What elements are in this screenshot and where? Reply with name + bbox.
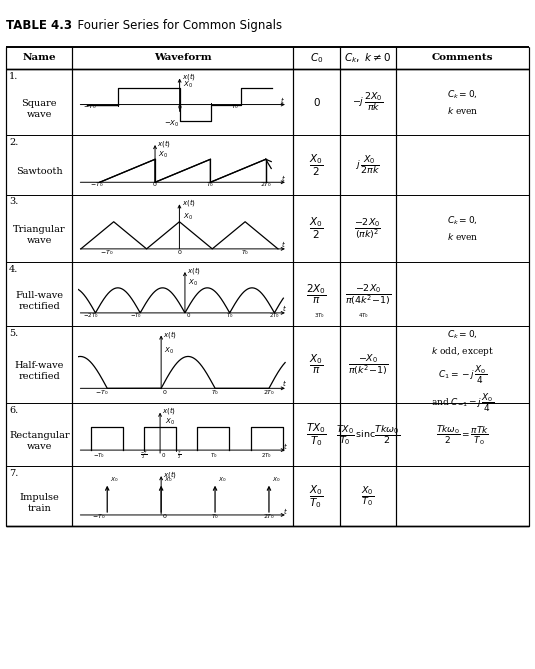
Text: $\dfrac{X_0}{2}$: $\dfrac{X_0}{2}$: [309, 153, 324, 177]
Text: $2T_0$: $2T_0$: [263, 388, 275, 397]
Text: $0$: $0$: [152, 181, 158, 189]
Text: $3T_0$: $3T_0$: [314, 311, 325, 320]
Text: Sawtooth: Sawtooth: [16, 167, 63, 176]
Text: $x(t)$: $x(t)$: [163, 329, 177, 340]
Text: $j\,\dfrac{X_0}{2\pi k}$: $j\,\dfrac{X_0}{2\pi k}$: [355, 154, 380, 176]
Text: $-T_0$: $-T_0$: [90, 181, 104, 189]
Text: Full-wave
rectified: Full-wave rectified: [16, 291, 63, 311]
Text: $x(t)$: $x(t)$: [163, 469, 177, 480]
Text: $X_0$: $X_0$: [184, 80, 193, 90]
Text: $\dfrac{X_0}{T_0}$: $\dfrac{X_0}{T_0}$: [309, 483, 324, 510]
Text: $X_0$: $X_0$: [184, 211, 193, 221]
Text: $\dfrac{-2X_0}{(\pi k)^2}$: $\dfrac{-2X_0}{(\pi k)^2}$: [354, 216, 381, 241]
Text: 5.: 5.: [9, 328, 18, 338]
Text: $X_0$: $X_0$: [110, 475, 119, 484]
Text: $\dfrac{TX_0}{T_0}\,\mathrm{sinc}\dfrac{Tk\omega_0}{2}$: $\dfrac{TX_0}{T_0}\,\mathrm{sinc}\dfrac{…: [336, 423, 400, 447]
Text: $\dfrac{TX_0}{T_0}$: $\dfrac{TX_0}{T_0}$: [306, 421, 327, 448]
Text: $-T_0$: $-T_0$: [93, 512, 106, 521]
Text: 1.: 1.: [9, 72, 19, 80]
Text: $t$: $t$: [282, 441, 287, 451]
Text: 3.: 3.: [9, 197, 19, 206]
Text: $C_k=0,$
$k$ odd, except
$C_1 = -j\,\dfrac{X_0}{4}$
and $C_{-1}=j\,\dfrac{X_0}{4: $C_k=0,$ $k$ odd, except $C_1 = -j\,\dfr…: [431, 328, 494, 413]
Text: $0$: $0$: [177, 248, 182, 256]
Text: $0$: $0$: [162, 512, 167, 520]
Text: $x(t)$: $x(t)$: [187, 265, 201, 276]
Text: $2T_0$: $2T_0$: [261, 452, 272, 460]
Text: $C_0$: $C_0$: [310, 51, 323, 65]
Text: $x(t)$: $x(t)$: [182, 197, 196, 209]
Text: $C_k,\ k\neq 0$: $C_k,\ k\neq 0$: [345, 51, 391, 65]
Text: Comments: Comments: [432, 54, 493, 62]
Text: $x(t)$: $x(t)$: [157, 138, 171, 149]
Text: $-T_0$: $-T_0$: [101, 248, 114, 257]
Text: Name: Name: [22, 54, 56, 62]
Text: $-T_0$: $-T_0$: [95, 388, 109, 397]
Text: $0$: $0$: [162, 388, 167, 396]
Text: $t$: $t$: [281, 173, 286, 183]
Text: $\dfrac{2X_0}{\pi}$: $\dfrac{2X_0}{\pi}$: [306, 282, 327, 306]
Text: $-X_0$: $-X_0$: [164, 119, 180, 130]
Text: Impulse
train: Impulse train: [19, 493, 59, 513]
Text: $X_0$: $X_0$: [164, 346, 174, 356]
Text: $T_0$: $T_0$: [226, 311, 233, 320]
Text: Fourier Series for Common Signals: Fourier Series for Common Signals: [70, 19, 281, 31]
Text: TABLE 4.3: TABLE 4.3: [6, 19, 72, 31]
Text: $T_0$: $T_0$: [211, 512, 219, 521]
Text: $0$: $0$: [161, 452, 166, 459]
Text: $t$: $t$: [280, 95, 285, 105]
Text: 4.: 4.: [9, 265, 19, 274]
Text: 7.: 7.: [9, 469, 19, 478]
Text: $\dfrac{X_0}{T_0}$: $\dfrac{X_0}{T_0}$: [361, 484, 374, 508]
Text: $t$: $t$: [283, 506, 288, 516]
Text: $-T_0$: $-T_0$: [129, 311, 142, 320]
Text: $X_0$: $X_0$: [158, 150, 169, 160]
Text: $-j\,\dfrac{2X_0}{\pi k}$: $-j\,\dfrac{2X_0}{\pi k}$: [352, 91, 384, 113]
Text: Rectangular
wave: Rectangular wave: [9, 432, 70, 452]
Text: $X_0$: $X_0$: [165, 417, 175, 427]
Text: Waveform: Waveform: [154, 54, 211, 62]
Text: Half-wave
rectified: Half-wave rectified: [14, 361, 64, 381]
Text: $X_0$: $X_0$: [164, 475, 173, 484]
Text: $\dfrac{X_0}{\pi}$: $\dfrac{X_0}{\pi}$: [309, 353, 324, 376]
Text: $X_0$: $X_0$: [272, 475, 281, 484]
Text: Triangular
wave: Triangular wave: [13, 225, 66, 246]
Text: $\frac{T}{2}$: $\frac{T}{2}$: [177, 450, 182, 461]
Text: $T_0$: $T_0$: [207, 181, 215, 189]
Text: $T_0$: $T_0$: [241, 248, 249, 257]
Text: $C_k = 0,$
$k$ even: $C_k = 0,$ $k$ even: [447, 215, 478, 242]
Text: $\dfrac{-2X_0}{\pi(4k^2\!-\!1)}$: $\dfrac{-2X_0}{\pi(4k^2\!-\!1)}$: [345, 282, 391, 306]
Text: $2T_0$: $2T_0$: [263, 512, 275, 521]
Text: $\frac{-T}{2}$: $\frac{-T}{2}$: [140, 450, 148, 461]
Text: $-T_0$: $-T_0$: [83, 102, 97, 112]
Text: $T_0$: $T_0$: [211, 388, 219, 397]
Text: $0$: $0$: [177, 102, 182, 110]
Text: $C_k = 0,$
$k$ even: $C_k = 0,$ $k$ even: [447, 88, 478, 116]
Text: $T_0$: $T_0$: [231, 102, 239, 112]
Text: $\dfrac{Tk\omega_0}{2} = \dfrac{\pi Tk}{T_0}$: $\dfrac{Tk\omega_0}{2} = \dfrac{\pi Tk}{…: [435, 423, 489, 447]
Text: $-T_0$: $-T_0$: [93, 452, 105, 460]
Text: $x(t)$: $x(t)$: [182, 70, 196, 82]
Text: 6.: 6.: [9, 405, 18, 415]
Text: $4T_0$: $4T_0$: [358, 311, 370, 320]
Text: $\dfrac{X_0}{2}$: $\dfrac{X_0}{2}$: [309, 216, 324, 241]
Text: $X_0$: $X_0$: [188, 278, 197, 288]
Text: $0$: $0$: [186, 311, 191, 319]
Text: $x(t)$: $x(t)$: [162, 405, 176, 416]
Text: $t$: $t$: [281, 240, 286, 250]
Text: $2T_0$: $2T_0$: [259, 181, 272, 189]
Text: Square
wave: Square wave: [21, 99, 57, 119]
Text: $\dfrac{-X_0}{\pi(k^2\!-\!1)}$: $\dfrac{-X_0}{\pi(k^2\!-\!1)}$: [348, 352, 388, 377]
Text: 2.: 2.: [9, 138, 19, 147]
Text: $0$: $0$: [312, 96, 320, 108]
Text: $T_0$: $T_0$: [210, 452, 217, 460]
Text: $t$: $t$: [282, 379, 287, 389]
Text: $t$: $t$: [282, 304, 287, 313]
Text: $-2T_0$: $-2T_0$: [83, 311, 99, 320]
Text: $X_0$: $X_0$: [218, 475, 227, 484]
Text: $2T_0$: $2T_0$: [269, 311, 280, 320]
